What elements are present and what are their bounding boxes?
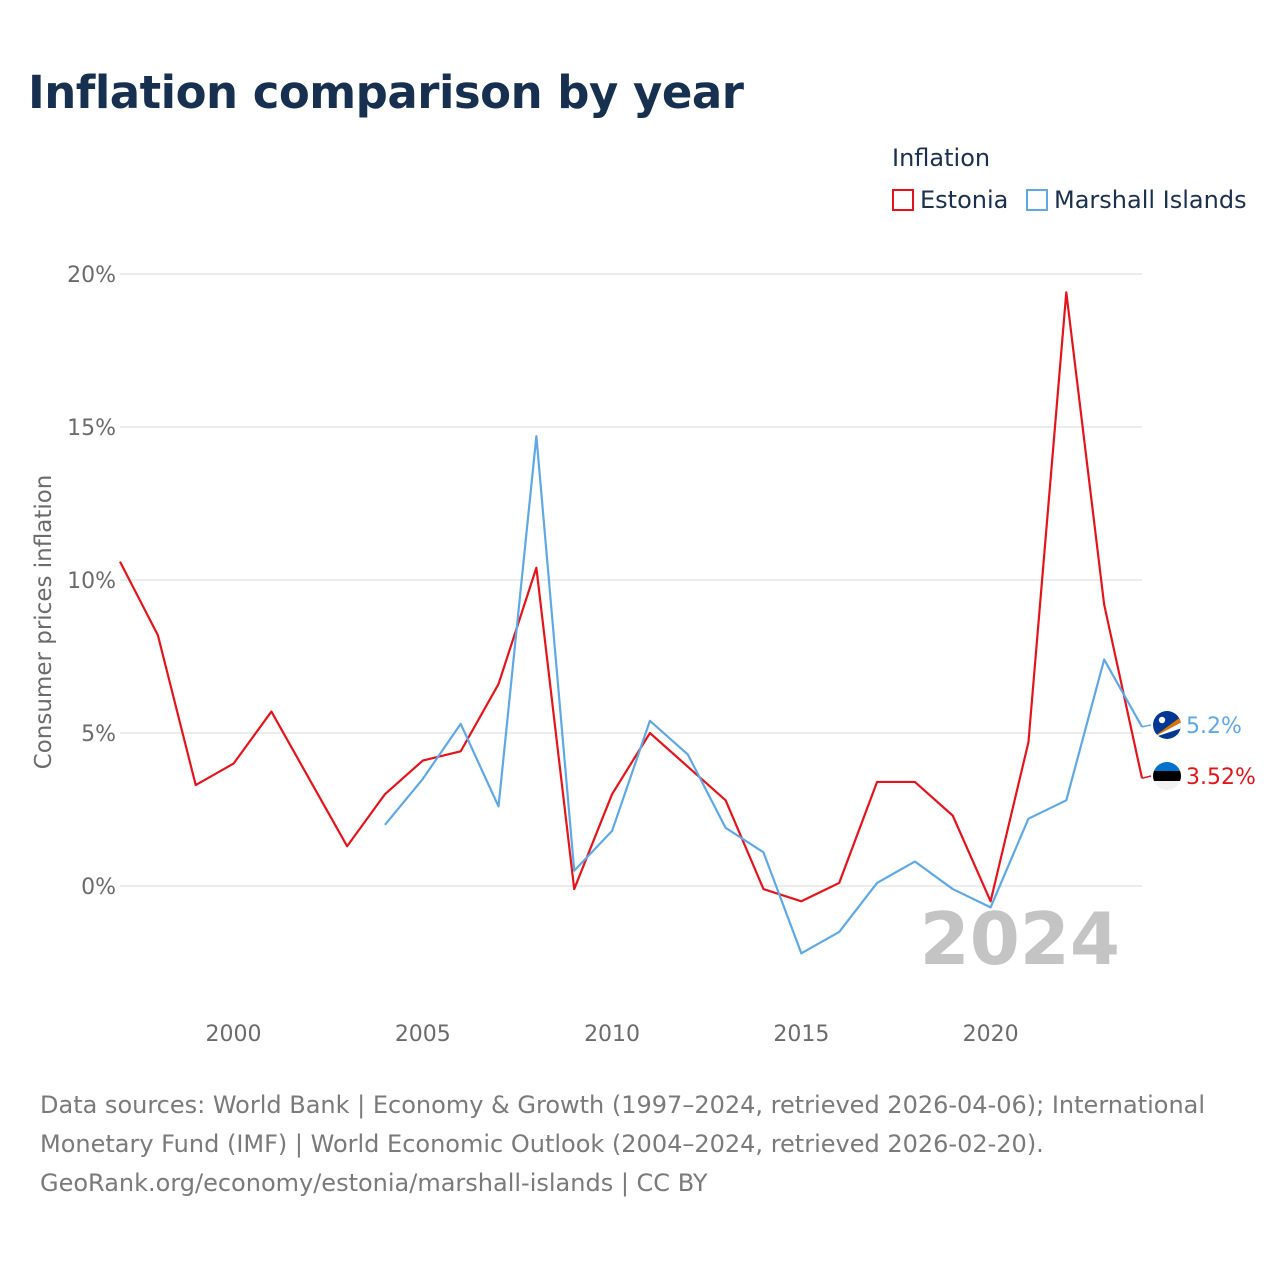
year-watermark: 2024 bbox=[920, 897, 1120, 981]
end-label-marshall-islands: 5.2% bbox=[1186, 714, 1242, 739]
legend-swatch-marshall-islands bbox=[1026, 189, 1048, 211]
footer-source: Data sources: World Bank | Economy & Gro… bbox=[40, 1086, 1240, 1203]
end-connector-estonia bbox=[1141, 775, 1152, 780]
legend-swatch-estonia bbox=[892, 189, 914, 211]
end-labels: 3.52% 5.2% bbox=[1141, 711, 1256, 790]
y-tick-label: 15% bbox=[67, 416, 116, 441]
series-line-marshall-islands[interactable] bbox=[384, 435, 1143, 955]
y-axis-ticks: 0% 5% 10% 15% 20% bbox=[67, 263, 116, 900]
legend-item-estonia[interactable]: Estonia bbox=[892, 186, 1008, 214]
legend-title: Inflation bbox=[892, 144, 991, 172]
footer-line-3[interactable]: GeoRank.org/economy/estonia/marshall-isl… bbox=[40, 1169, 708, 1197]
end-connector-marshall-islands bbox=[1141, 724, 1152, 728]
legend-item-marshall-islands[interactable]: Marshall Islands bbox=[1026, 186, 1247, 214]
end-label-estonia: 3.52% bbox=[1186, 765, 1256, 790]
y-tick-label: 0% bbox=[81, 875, 116, 900]
marshall-islands-flag-icon bbox=[1153, 711, 1181, 739]
x-tick-label: 2015 bbox=[773, 1022, 829, 1047]
x-tick-label: 2010 bbox=[584, 1022, 640, 1047]
x-tick-label: 2005 bbox=[395, 1022, 451, 1047]
chart-title: Inflation comparison by year bbox=[28, 66, 744, 119]
footer-line-2: Monetary Fund (IMF) | World Economic Out… bbox=[40, 1130, 1044, 1158]
legend-label-estonia: Estonia bbox=[920, 186, 1009, 214]
footer-line-1: Data sources: World Bank | Economy & Gro… bbox=[40, 1091, 1206, 1119]
y-tick-label: 5% bbox=[81, 722, 116, 747]
x-tick-label: 2020 bbox=[963, 1022, 1019, 1047]
grid-lines bbox=[120, 273, 1142, 887]
y-tick-label: 10% bbox=[67, 569, 116, 594]
y-axis-label: Consumer prices inflation bbox=[31, 475, 57, 770]
legend-label-marshall-islands: Marshall Islands bbox=[1054, 186, 1247, 214]
inflation-line-chart: 0% 5% 10% 15% 20% 2000 2005 2010 2015 2020 Consu… bbox=[31, 263, 1256, 1047]
estonia-flag-icon bbox=[1153, 762, 1181, 790]
series-lines bbox=[119, 291, 1144, 955]
series-line-estonia[interactable] bbox=[119, 291, 1144, 903]
x-axis-ticks: 2000 2005 2010 2015 2020 bbox=[206, 1022, 1019, 1047]
y-tick-label: 20% bbox=[67, 263, 116, 288]
x-tick-label: 2000 bbox=[206, 1022, 262, 1047]
